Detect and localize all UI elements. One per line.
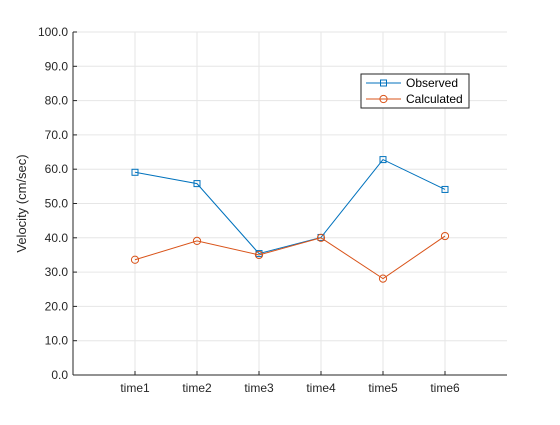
observed-legend-label: Observed	[406, 76, 458, 90]
data-series	[130, 156, 450, 283]
legend-box	[360, 73, 470, 109]
y-tick-label: 80.0	[45, 94, 69, 108]
x-tick-label: time2	[182, 381, 212, 395]
x-tick-label: time4	[306, 381, 336, 395]
calculated-line	[134, 235, 446, 280]
calculated-point	[316, 233, 326, 242]
y-tick-label: 60.0	[45, 162, 69, 176]
observed-legend-marker	[380, 79, 387, 87]
y-tick-label: 30.0	[45, 265, 69, 279]
calculated-point	[440, 231, 450, 241]
y-tick-label: 20.0	[45, 299, 69, 313]
observed-point	[131, 168, 139, 176]
calculated-series	[130, 231, 450, 283]
y-tick-label: 50.0	[45, 197, 69, 211]
calculated-legend-label: Calculated	[406, 92, 463, 106]
calculated-point	[378, 274, 388, 283]
observed-point	[193, 180, 201, 188]
observed-point	[441, 185, 449, 193]
x-tick-label: time6	[430, 381, 460, 395]
calculated-point	[192, 236, 202, 245]
y-axis-title: Velocity (cm/sec)	[14, 154, 29, 252]
y-tick-label: 40.0	[45, 231, 69, 245]
y-tick-label: 0.0	[51, 368, 68, 382]
x-tick-label: time1	[120, 381, 150, 395]
observed-point	[379, 156, 387, 164]
y-tick-label: 10.0	[45, 334, 69, 348]
x-tick-label: time5	[368, 381, 398, 395]
calculated-point	[130, 255, 140, 264]
calculated-point	[254, 250, 264, 260]
y-tick-label: 90.0	[45, 59, 69, 73]
x-tick-label: time3	[244, 381, 274, 395]
y-tick-label: 70.0	[45, 128, 69, 142]
tick-labels: 0.0 10.0 20.0 30.0 40.0 50.0 60.0 70.0 80.0 90.0 1…	[38, 25, 460, 395]
legend: Observed Calculated	[360, 73, 470, 109]
observed-line	[134, 158, 446, 255]
calculated-legend-marker	[379, 94, 388, 104]
axes	[72, 31, 507, 376]
y-tick-label: 100.0	[38, 25, 68, 39]
